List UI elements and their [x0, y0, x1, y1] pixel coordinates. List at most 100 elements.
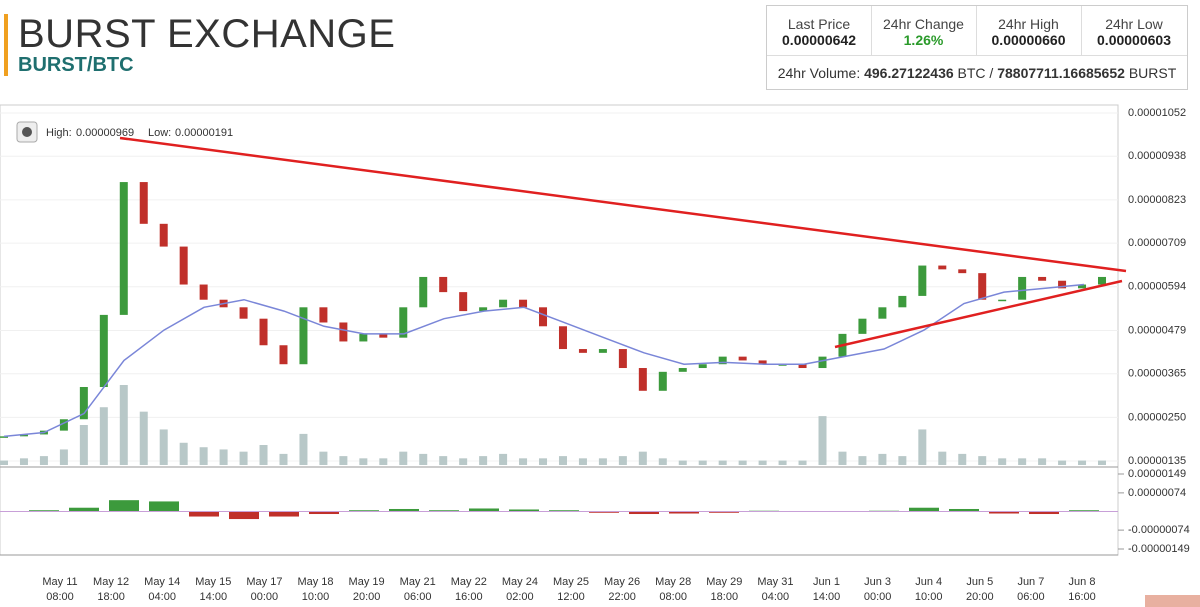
y-tick-label: 0.00001052 [1128, 107, 1186, 119]
macd-bar [229, 511, 259, 520]
macd-bar [989, 511, 1019, 514]
info-high: 0.00000969 [76, 127, 134, 139]
candle [339, 322, 348, 342]
candle [598, 349, 607, 353]
stat-label: 24hr High [998, 16, 1059, 32]
volume-bar [139, 411, 148, 465]
candle [1098, 276, 1106, 285]
volume-bar [279, 453, 288, 465]
x-tick-label: May 14 [144, 576, 180, 588]
x-tick-label: 14:00 [200, 591, 228, 603]
candle [79, 386, 88, 420]
macd-bar [669, 511, 699, 514]
stat: 24hr Low 0.00000603 [1081, 6, 1187, 55]
candle [359, 333, 368, 342]
candle [758, 360, 767, 365]
x-tick-label: 06:00 [404, 591, 432, 603]
volume-bar [479, 456, 488, 465]
pair: BURST/BTC [18, 54, 134, 76]
stat: 24hr High 0.00000660 [976, 6, 1082, 55]
macd-bar [709, 511, 739, 513]
candle [938, 265, 947, 270]
volume-bar [179, 442, 188, 465]
macd-bar [149, 501, 179, 512]
y-tick-label: 0.00000938 [1128, 150, 1186, 162]
x-tick-label: 16:00 [1068, 591, 1096, 603]
candle [519, 299, 528, 308]
x-tick-label: 10:00 [915, 591, 943, 603]
volume-bar [299, 433, 308, 465]
volume-bar [159, 429, 168, 465]
volume-bar [898, 456, 907, 465]
y2-tick-label: -0.00000074 [1128, 524, 1190, 536]
x-tick-label: May 28 [655, 576, 691, 588]
macd-bar [1029, 511, 1059, 515]
x-tick-label: 14:00 [813, 591, 841, 603]
x-tick-label: May 31 [757, 576, 793, 588]
header: BURST EXCHANGE BURST/BTC Last Price 0.000… [0, 0, 1200, 100]
x-tick-label: Jun 8 [1069, 576, 1096, 588]
y-tick-label: 0.00000250 [1128, 411, 1186, 423]
x-tick-label: 08:00 [659, 591, 687, 603]
volume-bar [1078, 460, 1087, 465]
x-tick-label: May 11 [42, 576, 77, 588]
x-tick-label: May 29 [706, 576, 742, 588]
candle [379, 333, 388, 338]
stat: 24hr Change 1.26% [871, 6, 977, 55]
x-tick-label: 06:00 [1017, 591, 1045, 603]
candle [698, 364, 707, 369]
candle [319, 307, 328, 323]
volume-bar [539, 458, 548, 465]
trend-line [834, 279, 1123, 349]
candle [459, 292, 468, 312]
y-tick-label: 0.00000365 [1128, 368, 1186, 380]
x-tick-label: 04:00 [148, 591, 176, 603]
macd-bar [469, 508, 499, 512]
candle [798, 364, 807, 369]
x-tick-label: 20:00 [966, 591, 994, 603]
candle [1078, 284, 1087, 289]
gear-icon [22, 127, 32, 137]
volume-bar [219, 449, 228, 465]
unit: BURST [1128, 65, 1177, 81]
x-tick-label: 02:00 [506, 591, 534, 603]
x-tick-label: May 18 [297, 576, 333, 588]
volume-bar [858, 456, 867, 465]
volume-bar [618, 456, 627, 465]
candle [419, 276, 428, 308]
value: 496.27122436 [864, 65, 954, 81]
candle [399, 307, 408, 338]
x-tick-label: 18:00 [711, 591, 739, 603]
macd-bar [429, 510, 459, 512]
moving-average [3, 283, 1085, 438]
candle [119, 182, 128, 315]
stat-value: 0.00000642 [782, 32, 856, 48]
volume-bar [1018, 458, 1027, 465]
y2-tick-label: 0.00000074 [1128, 487, 1186, 499]
macd-bar [949, 508, 979, 512]
y-tick-label: 0.00000709 [1128, 237, 1186, 249]
label: 24hr Volume: [777, 65, 861, 81]
candle [479, 307, 488, 312]
title: BURST EXCHANGE [18, 12, 396, 56]
x-tick-label: 00:00 [251, 591, 279, 603]
volume-bar [119, 385, 128, 465]
macd-bar [389, 508, 419, 512]
volume-bar [399, 451, 408, 465]
candle [199, 284, 208, 300]
candle [818, 356, 827, 369]
volume-bar [319, 451, 328, 465]
candle [718, 356, 727, 365]
info-low-label: Low: [148, 127, 171, 139]
volume-bar [99, 407, 108, 465]
x-tick-label: May 15 [195, 576, 231, 588]
volume-bar [79, 425, 88, 465]
candle [179, 246, 188, 285]
volume-bar [598, 458, 607, 465]
x-tick-label: 22:00 [608, 591, 636, 603]
volume-bar [19, 458, 28, 465]
volume-bar [958, 453, 967, 465]
macd-bar [1069, 510, 1099, 512]
x-tick-label: Jun 4 [915, 576, 942, 588]
volume-bar [638, 451, 647, 465]
